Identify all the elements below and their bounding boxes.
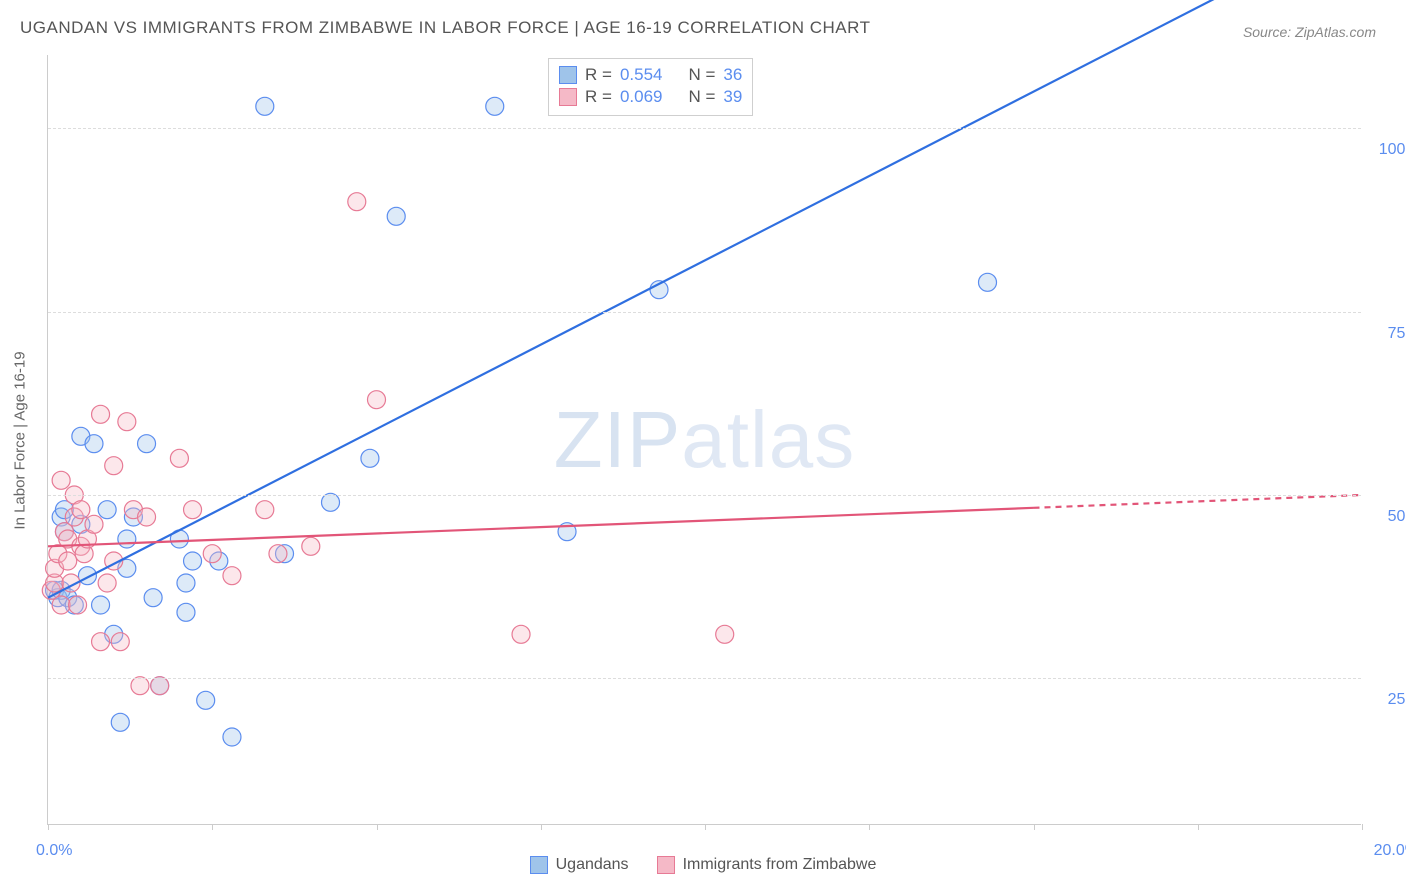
data-point [92, 405, 110, 423]
data-point [138, 435, 156, 453]
r-label: R = [585, 65, 612, 85]
y-tick-label: 100.0% [1379, 141, 1406, 159]
data-point [98, 574, 116, 592]
legend-label: Ugandans [556, 856, 629, 874]
data-point [177, 603, 195, 621]
data-point [223, 567, 241, 585]
data-point [184, 552, 202, 570]
series-legend: Ugandans Immigrants from Zimbabwe [0, 856, 1406, 874]
data-point [256, 97, 274, 115]
x-tick [212, 824, 213, 830]
source-attribution: Source: ZipAtlas.com [1243, 24, 1376, 40]
y-axis-label-container: In Labor Force | Age 16-19 [10, 55, 30, 825]
gridline [48, 678, 1361, 679]
data-point [269, 545, 287, 563]
data-point [716, 625, 734, 643]
n-value: 39 [723, 87, 742, 107]
data-point [387, 207, 405, 225]
x-tick [48, 824, 49, 830]
x-tick [1198, 824, 1199, 830]
data-point [52, 471, 70, 489]
data-point [322, 493, 340, 511]
data-point [98, 501, 116, 519]
data-point [512, 625, 530, 643]
data-point [78, 567, 96, 585]
data-point [69, 596, 87, 614]
data-point [223, 728, 241, 746]
gridline [48, 495, 1361, 496]
r-value: 0.554 [620, 65, 663, 85]
data-point [59, 552, 77, 570]
x-tick [705, 824, 706, 830]
data-point [177, 574, 195, 592]
data-point [486, 97, 504, 115]
data-point [361, 449, 379, 467]
data-point [118, 530, 136, 548]
gridline [48, 128, 1361, 129]
data-point [72, 501, 90, 519]
data-point [979, 273, 997, 291]
legend-item: Ugandans [530, 856, 629, 874]
x-tick [1362, 824, 1363, 830]
stats-legend: R = 0.554 N = 36 R = 0.069 N = 39 [548, 58, 753, 116]
y-tick-label: 75.0% [1388, 325, 1406, 343]
x-tick [377, 824, 378, 830]
chart-title: UGANDAN VS IMMIGRANTS FROM ZIMBABWE IN L… [20, 18, 870, 38]
n-label: N = [688, 65, 715, 85]
data-point [144, 589, 162, 607]
legend-label: Immigrants from Zimbabwe [683, 856, 877, 874]
data-point [203, 545, 221, 563]
data-point [138, 508, 156, 526]
data-point [256, 501, 274, 519]
n-label: N = [688, 87, 715, 107]
legend-item: Immigrants from Zimbabwe [657, 856, 877, 874]
data-point [118, 413, 136, 431]
r-label: R = [585, 87, 612, 107]
legend-swatch [559, 66, 577, 84]
data-point [111, 713, 129, 731]
data-point [131, 677, 149, 695]
y-tick-label: 25.0% [1388, 691, 1406, 709]
data-point [92, 633, 110, 651]
data-point [92, 596, 110, 614]
x-tick [541, 824, 542, 830]
data-point [85, 515, 103, 533]
legend-swatch [530, 856, 548, 874]
data-point [151, 677, 169, 695]
data-point [368, 391, 386, 409]
y-axis-label: In Labor Force | Age 16-19 [12, 351, 29, 529]
chart-svg [48, 55, 1361, 824]
r-value: 0.069 [620, 87, 663, 107]
stats-legend-row: R = 0.069 N = 39 [559, 87, 742, 107]
stats-legend-row: R = 0.554 N = 36 [559, 65, 742, 85]
data-point [85, 435, 103, 453]
y-tick-label: 50.0% [1388, 508, 1406, 526]
data-point [197, 691, 215, 709]
data-point [52, 596, 70, 614]
legend-swatch [657, 856, 675, 874]
plot-area: ZIPatlas 0.0% 20.0% 25.0%50.0%75.0%100.0… [47, 55, 1361, 825]
legend-swatch [559, 88, 577, 106]
data-point [170, 449, 188, 467]
data-point [184, 501, 202, 519]
gridline [48, 312, 1361, 313]
data-point [111, 633, 129, 651]
regression-line-extrapolated [1034, 495, 1363, 508]
data-point [348, 193, 366, 211]
x-tick [1034, 824, 1035, 830]
data-point [105, 457, 123, 475]
n-value: 36 [723, 65, 742, 85]
x-tick [869, 824, 870, 830]
data-point [302, 537, 320, 555]
